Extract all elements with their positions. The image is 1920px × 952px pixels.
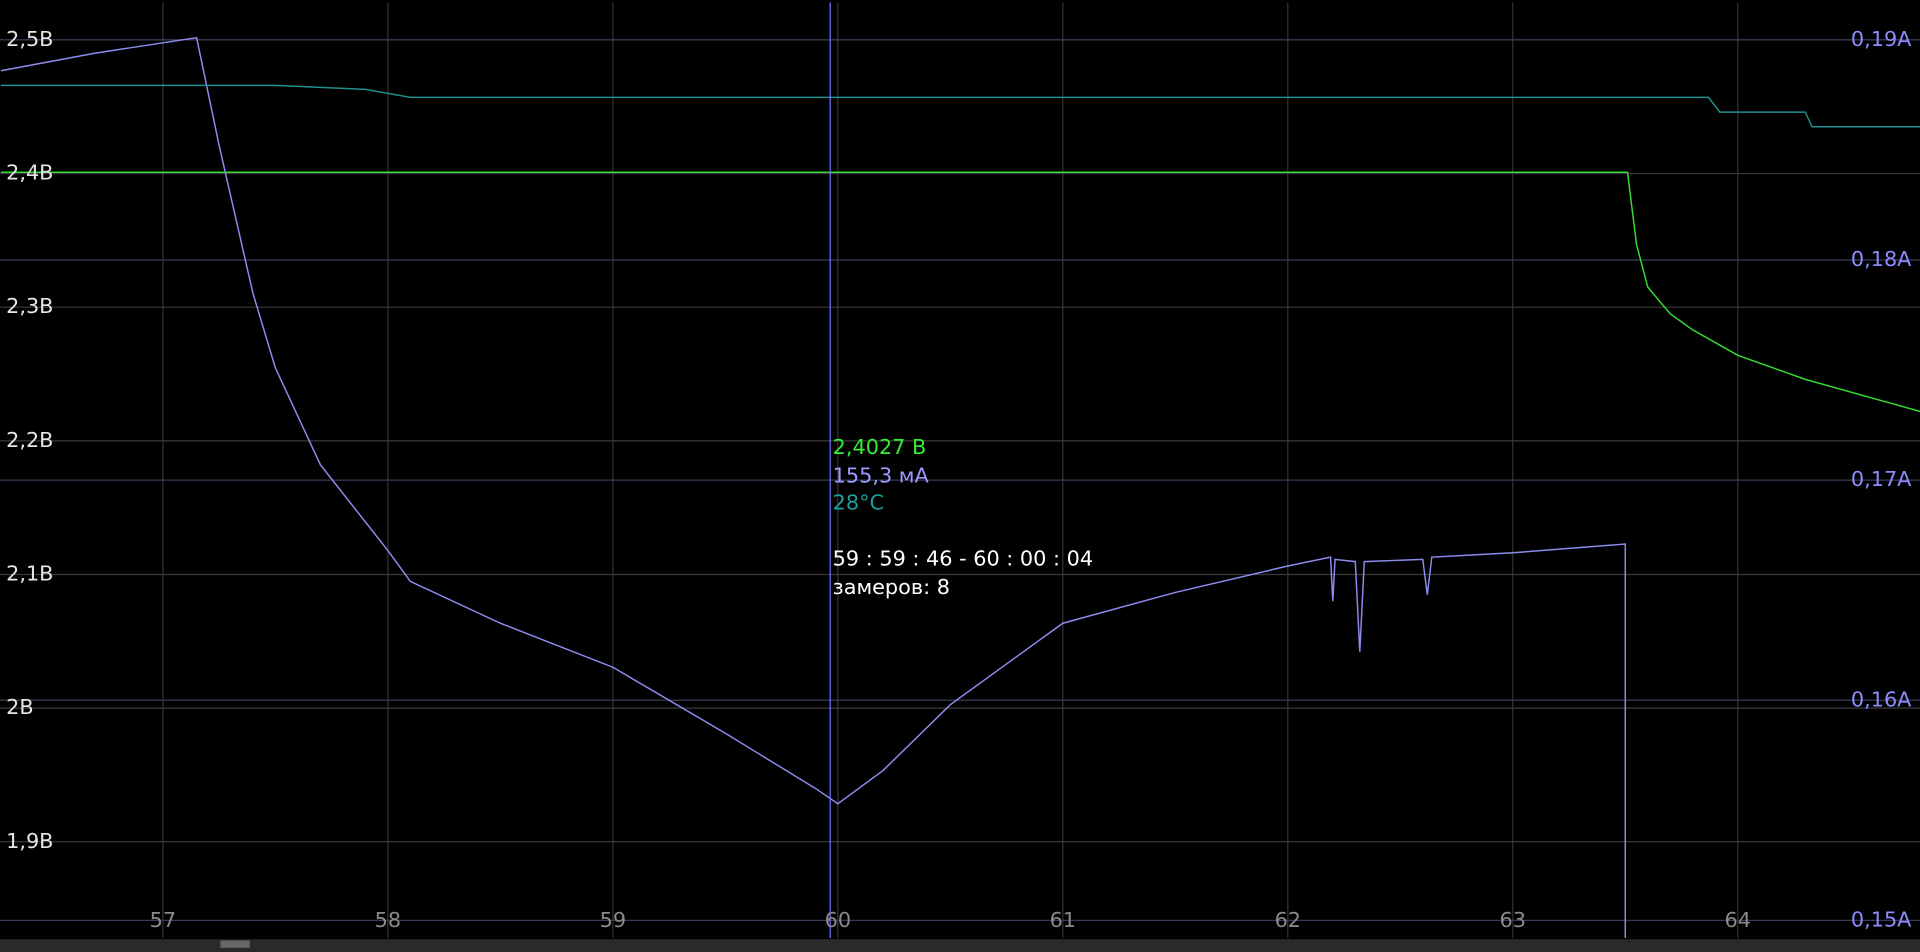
scrollbar-thumb[interactable] — [220, 940, 250, 948]
y2-tick-label: 0,19А — [1851, 27, 1912, 51]
x-tick-label: 59 — [600, 908, 626, 932]
y2-tick-label: 0,17А — [1851, 467, 1912, 491]
readout-count: замеров: 8 — [833, 575, 950, 599]
y-tick-label: 2,5В — [6, 27, 53, 51]
x-tick-label: 64 — [1725, 908, 1751, 932]
readout-current: 155,3 мА — [833, 463, 930, 487]
x-tick-label: 63 — [1500, 908, 1526, 932]
x-tick-label: 58 — [375, 908, 401, 932]
series-line — [0, 171, 1920, 413]
y2-tick-label: 0,15А — [1851, 907, 1912, 931]
y2-tick-label: 0,16А — [1851, 687, 1912, 711]
series-line — [0, 36, 1627, 938]
x-tick-label: 61 — [1050, 908, 1076, 932]
y-tick-label: 2,2В — [6, 428, 53, 452]
y-tick-label: 2,3В — [6, 294, 53, 318]
readout-temperature: 28°С — [833, 490, 884, 514]
series-line — [0, 84, 1920, 128]
labels: 2,4027 В 155,3 мА 28°С 59 : 59 : 46 - 60… — [6, 27, 1912, 932]
x-tick-label: 60 — [825, 908, 851, 932]
readout-voltage: 2,4027 В — [833, 435, 927, 459]
y2-tick-label: 0,18А — [1851, 247, 1912, 271]
plot — [0, 36, 1920, 938]
y-tick-label: 2,4В — [6, 161, 53, 185]
y-tick-label: 1,9В — [6, 829, 53, 853]
y-tick-label: 2В — [6, 695, 34, 719]
scrollbar-track[interactable] — [0, 939, 1920, 952]
x-tick-label: 57 — [150, 908, 176, 932]
readout-interval: 59 : 59 : 46 - 60 : 00 : 04 — [833, 547, 1093, 571]
x-tick-label: 62 — [1275, 908, 1301, 932]
y-tick-label: 2,1В — [6, 561, 53, 585]
